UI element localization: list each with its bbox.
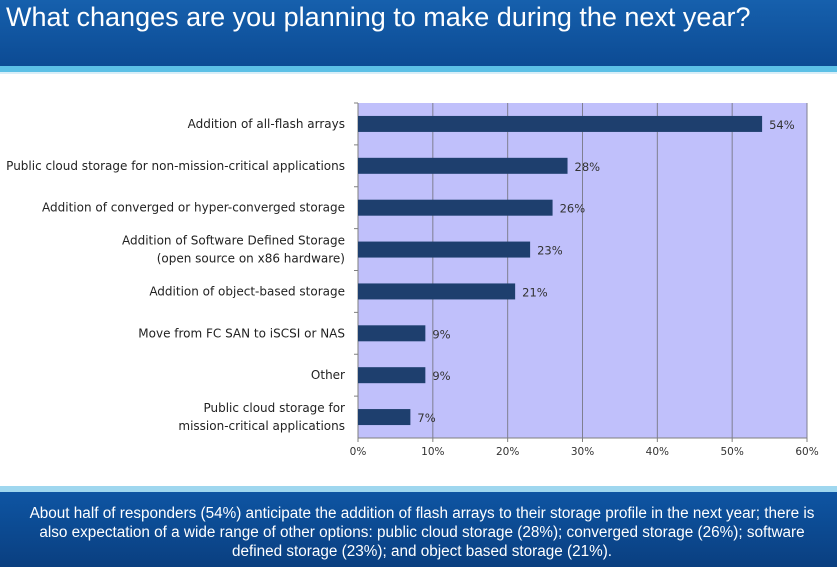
bar (358, 325, 426, 342)
bar (358, 367, 426, 384)
summary-text: About half of responders (54%) anticipat… (29, 505, 815, 560)
header-accent-stripe (0, 66, 837, 72)
data-label: 9% (432, 369, 450, 383)
data-label: 28% (575, 160, 601, 174)
x-tick-label: 20% (496, 446, 519, 458)
x-tick-label: 10% (421, 446, 444, 458)
x-tick-label: 60% (795, 446, 818, 458)
bar (358, 115, 763, 132)
category-label: Public cloud storage for mission-critical… (178, 401, 345, 433)
bar (358, 409, 411, 426)
x-tick-label: 50% (720, 446, 743, 458)
bar-chart: 0% 10% 20% 30% 40% 50% 60% 54% Addition of all-f… (6, 102, 819, 458)
chart-area: 0% 10% 20% 30% 40% 50% 60% 54% Addition of all-f… (0, 74, 837, 486)
data-label: 23% (537, 244, 563, 258)
data-label: 26% (560, 202, 586, 216)
footer-accent-stripe (0, 486, 837, 492)
x-tick-label: 40% (646, 446, 669, 458)
category-label: Addition of all-flash arrays (188, 117, 345, 131)
x-tick-label: 0% (350, 446, 367, 458)
category-label: Addition of Software Defined Storage (ope… (122, 234, 345, 266)
bar (358, 241, 531, 258)
category-label: Addition of converged or hyper-converged… (42, 201, 345, 215)
x-tick-label: 30% (571, 446, 594, 458)
category-label: Other (311, 368, 345, 382)
category-label: Move from FC SAN to iSCSI or NAS (138, 326, 345, 340)
bar (358, 283, 516, 300)
title-bar: What changes are you planning to make du… (0, 0, 837, 66)
data-label: 21% (522, 285, 548, 299)
footer-bar: About half of responders (54%) anticipat… (0, 492, 837, 567)
bar (358, 199, 553, 216)
slide-title: What changes are you planning to make du… (6, 2, 751, 32)
data-label: 54% (769, 118, 795, 132)
header-accent-line (0, 72, 837, 74)
data-label: 7% (417, 411, 435, 425)
category-label: Public cloud storage for non-mission-cri… (6, 159, 345, 173)
category-label: Addition of object-based storage (149, 284, 345, 298)
data-label: 9% (432, 327, 450, 341)
bar (358, 157, 568, 174)
